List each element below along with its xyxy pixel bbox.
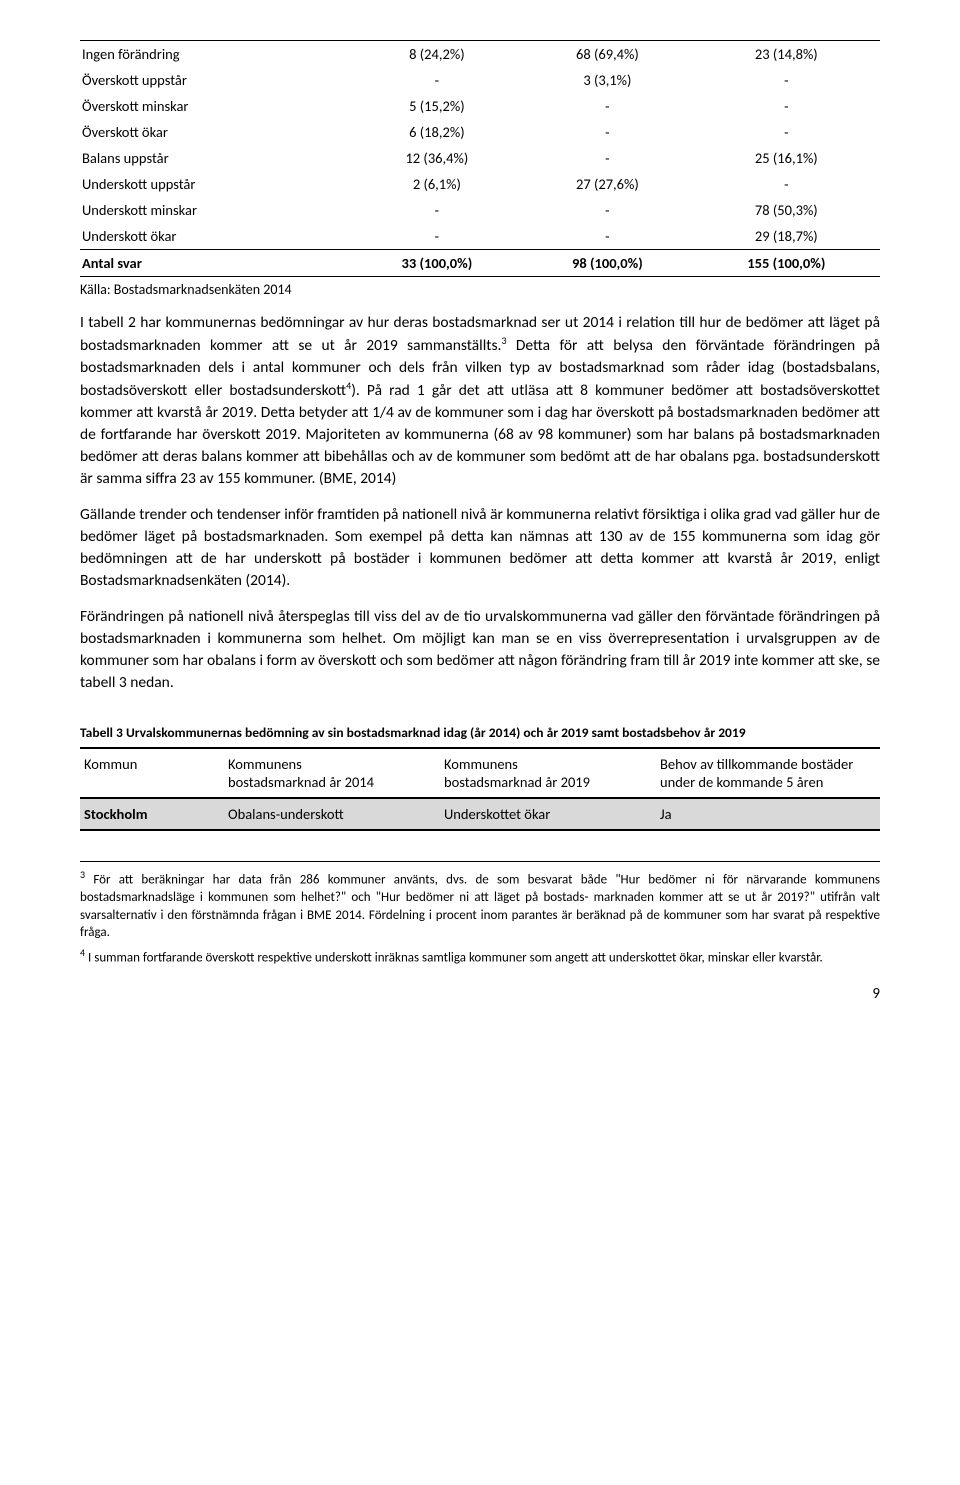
table-cell: 5 (15,2%) bbox=[352, 93, 523, 119]
t3-r1c4: Ja bbox=[656, 798, 880, 830]
table-cell: Överskott uppstår bbox=[80, 67, 352, 93]
footnote-3-text: För att beräkningar har data från 286 ko… bbox=[80, 873, 880, 941]
table-cell: - bbox=[522, 93, 693, 119]
t3-r1c1: Stockholm bbox=[84, 805, 148, 823]
table-row: Underskott ökar--29 (18,7%) bbox=[80, 223, 880, 250]
table-cell: Underskott uppstår bbox=[80, 171, 352, 197]
table-row: Underskott minskar--78 (50,3%) bbox=[80, 197, 880, 223]
table-cell: 3 (3,1%) bbox=[522, 67, 693, 93]
footnote-4-text: I summan fortfarande överskott respektiv… bbox=[85, 950, 823, 965]
t3-r1c2: Obalans-underskott bbox=[224, 798, 440, 830]
table-cell: - bbox=[693, 171, 880, 197]
table-row: Underskott uppstår2 (6,1%)27 (27,6%)- bbox=[80, 171, 880, 197]
footnote-4: 4 I summan fortfarande överskott respekt… bbox=[80, 946, 880, 967]
table-cell: - bbox=[352, 67, 523, 93]
page-number: 9 bbox=[80, 985, 880, 1003]
table-row: Balans uppstår12 (36,4%)-25 (16,1%) bbox=[80, 145, 880, 171]
table-cell: - bbox=[522, 145, 693, 171]
footnotes: 3 För att beräkningar har data från 286 … bbox=[80, 861, 880, 966]
table-cell: 12 (36,4%) bbox=[352, 145, 523, 171]
table-cell: - bbox=[693, 119, 880, 145]
table-row: Ingen förändring8 (24,2%)68 (69,4%)23 (1… bbox=[80, 41, 880, 68]
table-cell: 98 (100,0%) bbox=[522, 250, 693, 277]
table-cell: 8 (24,2%) bbox=[352, 41, 523, 68]
table-cell: 68 (69,4%) bbox=[522, 41, 693, 68]
table3: Kommun Kommunensbostadsmarknad år 2014 K… bbox=[80, 747, 880, 831]
table3-header-row: Kommun Kommunensbostadsmarknad år 2014 K… bbox=[80, 748, 880, 798]
t3-h4b: under de kommande 5 åren bbox=[660, 773, 823, 791]
table-source: Källa: Bostadsmarknadsenkäten 2014 bbox=[80, 281, 880, 298]
t3-h4a: Behov av tillkommande bostäder bbox=[660, 755, 853, 773]
page: Ingen förändring8 (24,2%)68 (69,4%)23 (1… bbox=[0, 0, 960, 1033]
footnote-3: 3 För att beräkningar har data från 286 … bbox=[80, 868, 880, 942]
t3-h2b: bostadsmarknad år 2014 bbox=[228, 773, 374, 791]
table-cell: 29 (18,7%) bbox=[693, 223, 880, 250]
table-cell: Balans uppstår bbox=[80, 145, 352, 171]
table3-row-stockholm: Stockholm Obalans-underskott Underskotte… bbox=[80, 798, 880, 830]
table-cell: Ingen förändring bbox=[80, 41, 352, 68]
table-cell: - bbox=[522, 119, 693, 145]
table-cell: 23 (14,8%) bbox=[693, 41, 880, 68]
table-cell: 25 (16,1%) bbox=[693, 145, 880, 171]
table-cell: Underskott ökar bbox=[80, 223, 352, 250]
table-cell: 33 (100,0%) bbox=[352, 250, 523, 277]
table-cell: 78 (50,3%) bbox=[693, 197, 880, 223]
table-cell: 155 (100,0%) bbox=[693, 250, 880, 277]
table-cell: 6 (18,2%) bbox=[352, 119, 523, 145]
table-row: Överskott uppstår-3 (3,1%)- bbox=[80, 67, 880, 93]
table-row: Överskott minskar5 (15,2%)-- bbox=[80, 93, 880, 119]
table-cell: Överskott minskar bbox=[80, 93, 352, 119]
t3-h3a: Kommunens bbox=[444, 755, 518, 773]
table-cell: 27 (27,6%) bbox=[522, 171, 693, 197]
table-cell: Underskott minskar bbox=[80, 197, 352, 223]
table-cell: 2 (6,1%) bbox=[352, 171, 523, 197]
table-cell: - bbox=[352, 223, 523, 250]
t3-h2a: Kommunens bbox=[228, 755, 302, 773]
paragraph-3: Förändringen på nationell nivå återspegl… bbox=[80, 606, 880, 694]
paragraph-1: I tabell 2 har kommunernas bedömningar a… bbox=[80, 312, 880, 490]
table-cell: - bbox=[352, 197, 523, 223]
table-cell: - bbox=[522, 223, 693, 250]
table-row: Överskott ökar6 (18,2%)-- bbox=[80, 119, 880, 145]
table-cell: - bbox=[522, 197, 693, 223]
table-row-total: Antal svar33 (100,0%)98 (100,0%)155 (100… bbox=[80, 250, 880, 277]
table-cell: - bbox=[693, 93, 880, 119]
t3-h3b: bostadsmarknad år 2019 bbox=[444, 773, 590, 791]
table-cell: Överskott ökar bbox=[80, 119, 352, 145]
table-cell: Antal svar bbox=[80, 250, 352, 277]
table-cell: - bbox=[693, 67, 880, 93]
table-forecast: Ingen förändring8 (24,2%)68 (69,4%)23 (1… bbox=[80, 40, 880, 277]
t3-r1c3: Underskottet ökar bbox=[440, 798, 656, 830]
table3-caption: Tabell 3 Urvalskommunernas bedömning av … bbox=[80, 724, 880, 741]
t3-h1: Kommun bbox=[84, 755, 137, 773]
paragraph-2: Gällande trender och tendenser inför fra… bbox=[80, 504, 880, 592]
